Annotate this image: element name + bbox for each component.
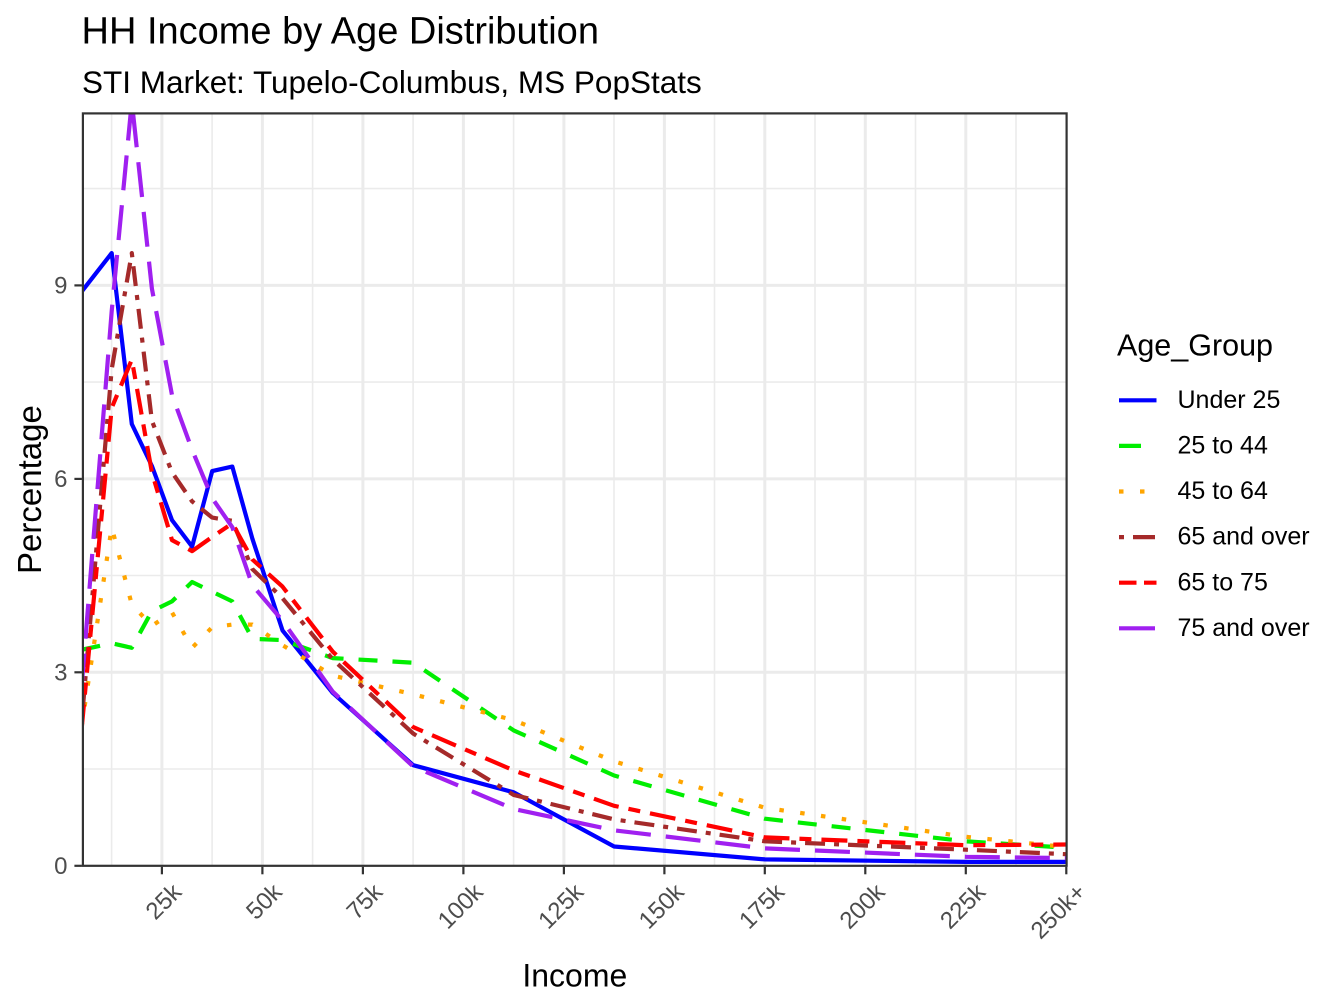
svg-text:Income: Income xyxy=(522,958,627,994)
svg-text:75 and over: 75 and over xyxy=(1178,614,1310,642)
svg-text:Age_Group: Age_Group xyxy=(1117,328,1273,362)
svg-text:45 to 64: 45 to 64 xyxy=(1178,477,1268,505)
svg-text:HH Income by Age Distribution: HH Income by Age Distribution xyxy=(82,11,599,53)
svg-text:Percentage: Percentage xyxy=(11,405,48,574)
svg-text:9: 9 xyxy=(54,273,67,300)
svg-text:65 and over: 65 and over xyxy=(1178,523,1310,551)
svg-text:Under 25: Under 25 xyxy=(1178,386,1281,414)
svg-text:65 to 75: 65 to 75 xyxy=(1178,568,1268,596)
svg-text:6: 6 xyxy=(54,466,67,493)
svg-text:0: 0 xyxy=(54,853,67,880)
svg-text:25 to 44: 25 to 44 xyxy=(1178,432,1268,460)
svg-text:STI Market: Tupelo-Columbus, M: STI Market: Tupelo-Columbus, MS PopStats xyxy=(82,64,702,100)
svg-text:3: 3 xyxy=(54,660,67,687)
